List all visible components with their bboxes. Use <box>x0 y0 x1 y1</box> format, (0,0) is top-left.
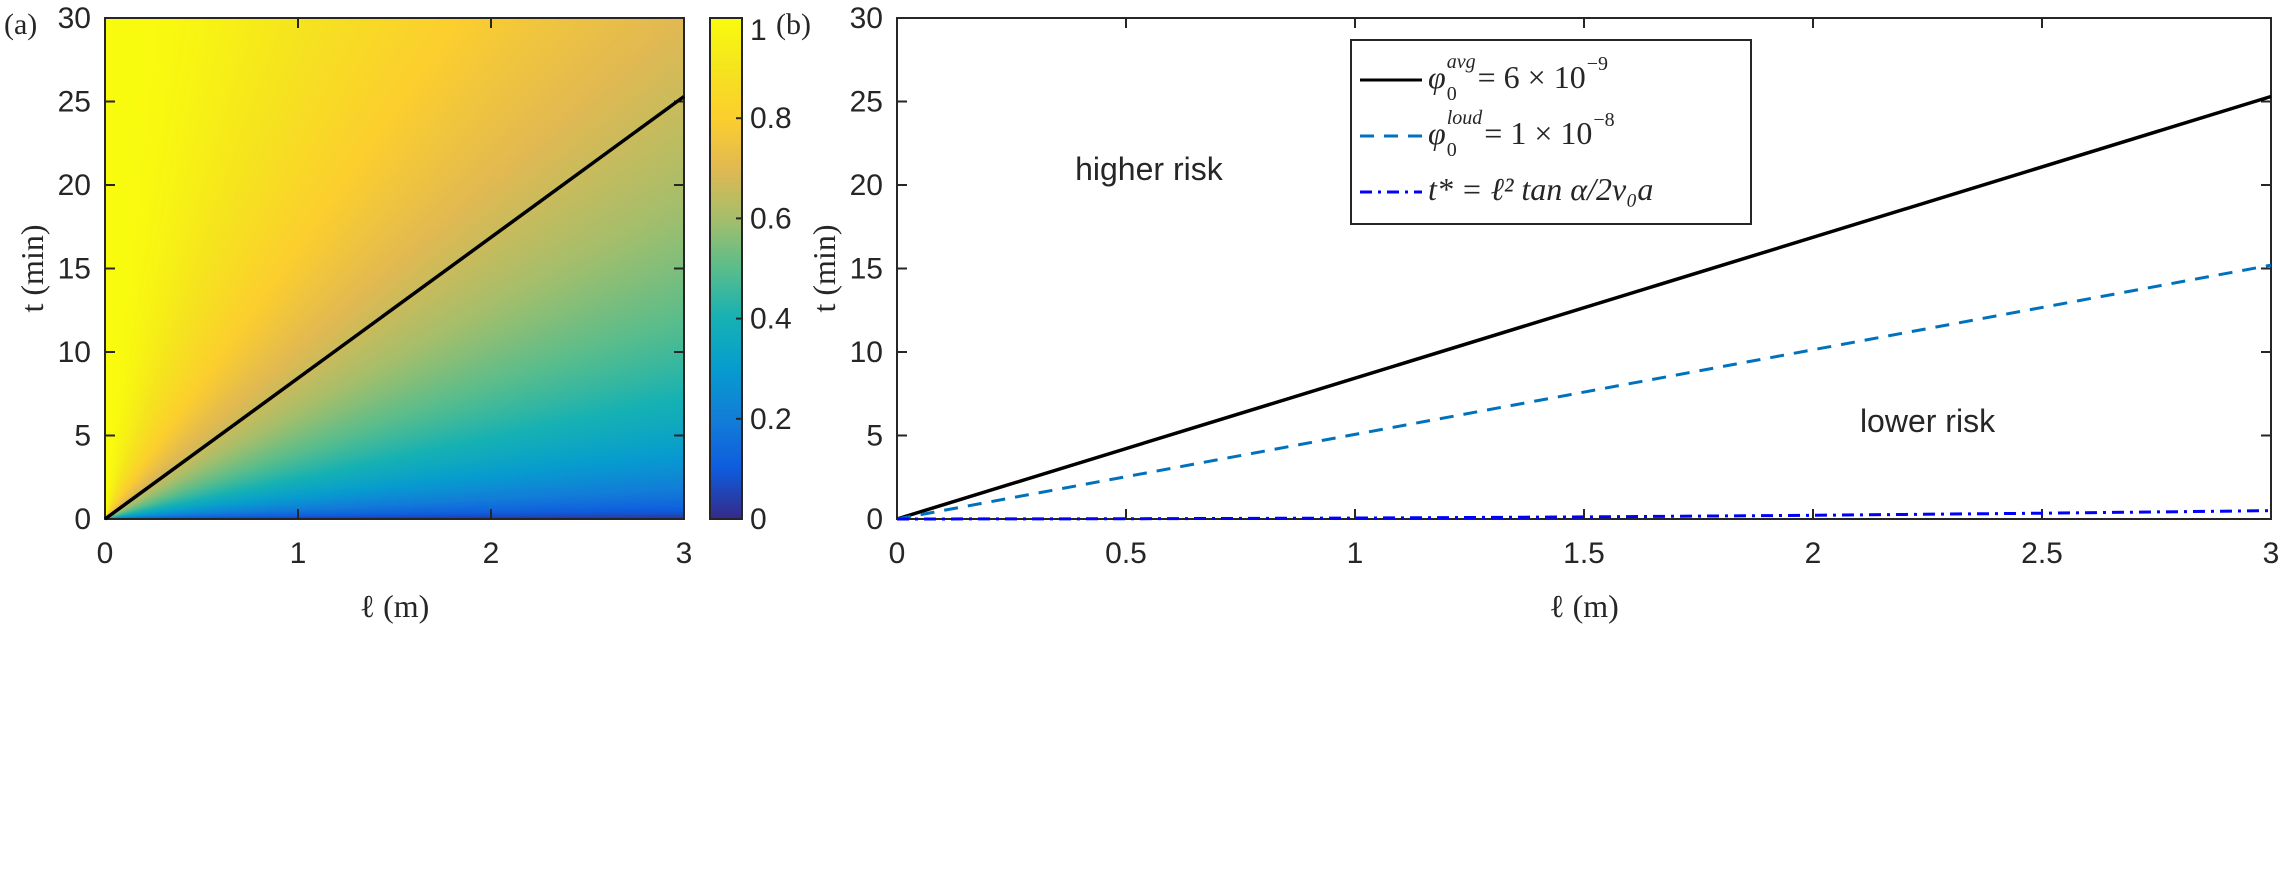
legend-exponent-1: −8 <box>1593 109 1614 131</box>
colorbar-tick-label: 0.4 <box>750 303 792 336</box>
panel-b-xlabel: ℓ (m) <box>1549 588 1619 624</box>
colorbar-gradient <box>710 18 742 519</box>
panel-b-ytick-label: 30 <box>850 2 883 35</box>
panel-b-ytick-label: 15 <box>850 253 883 286</box>
panel-b-xtick-label: 2.5 <box>2021 537 2063 570</box>
panel-b-ytick-label: 20 <box>850 169 883 202</box>
legend-superscript-0: avg <box>1447 51 1476 73</box>
panel-a-xtick-label: 0 <box>97 537 114 570</box>
panel-b-xtick-label: 0.5 <box>1105 537 1147 570</box>
panel-a-ytick-label: 5 <box>74 420 91 453</box>
annotation-higher-risk: higher risk <box>1075 151 1224 187</box>
panel-b-xtick-label: 3 <box>2263 537 2280 570</box>
panel-b-xtick-label: 0 <box>889 537 906 570</box>
panel-b-xtick-label: 2 <box>1805 537 1822 570</box>
panel-b-ytick-label: 5 <box>866 420 883 453</box>
panel-a-axes-box <box>104 17 685 520</box>
heatmap-field <box>105 18 684 519</box>
annotation-lower-risk: lower risk <box>1860 403 1996 439</box>
panel-a-ytick-label: 15 <box>58 253 91 286</box>
panel-b-ytick-label: 10 <box>850 336 883 369</box>
legend-subscript-0: 0 <box>1447 83 1457 105</box>
panel-b-label: (b) <box>776 8 811 41</box>
panel-a-ytick-label: 25 <box>58 86 91 119</box>
colorbar-tick-label: 1 <box>750 14 767 47</box>
legend-symbol-0: φ <box>1428 59 1446 95</box>
panel-a-xtick-label: 3 <box>676 537 693 570</box>
colorbar-box <box>709 17 743 520</box>
legend-value-1: = 1 × 10 <box>1484 115 1592 151</box>
panel-a-ytick-label: 30 <box>58 2 91 35</box>
panel-b-xtick-label: 1.5 <box>1563 537 1605 570</box>
legend-symbol-1: φ <box>1428 115 1446 151</box>
legend-superscript-1: loud <box>1447 107 1484 129</box>
panel-a-overlay-line <box>103 95 686 521</box>
colorbar-tick-label: 0 <box>750 503 767 536</box>
panel-a-xlabel: ℓ (m) <box>360 588 430 624</box>
series-line-0 <box>896 94 2272 521</box>
series-line-1 <box>896 263 2272 521</box>
panel-a-label: (a) <box>4 8 37 41</box>
legend-subscript-1: 0 <box>1447 139 1457 161</box>
series-line-2 <box>896 509 2272 521</box>
colorbar-tick-label: 0.2 <box>750 403 792 436</box>
panel-b-ylabel: t (min) <box>806 225 842 313</box>
colorbar-tick-label: 0.6 <box>750 202 792 235</box>
colorbar-tick-label: 0.8 <box>750 102 792 135</box>
panel-a-ytick-label: 10 <box>58 336 91 369</box>
panel-a-xtick-label: 1 <box>290 537 307 570</box>
panel-b-xtick-label: 1 <box>1347 537 1364 570</box>
panel-a-xtick-label: 2 <box>483 537 500 570</box>
legend-value-0: = 6 × 10 <box>1478 59 1586 95</box>
panel-a-ylabel: t (min) <box>14 225 50 313</box>
panel-b-ytick-label: 25 <box>850 86 883 119</box>
panel-b-ytick-label: 0 <box>866 503 883 536</box>
panel-a-ytick-label: 0 <box>74 503 91 536</box>
legend-exponent-0: −9 <box>1587 53 1608 75</box>
panel-a-ytick-label: 20 <box>58 169 91 202</box>
legend-text-2: t* = ℓ² tan α/2v₀a <box>1428 171 1653 207</box>
